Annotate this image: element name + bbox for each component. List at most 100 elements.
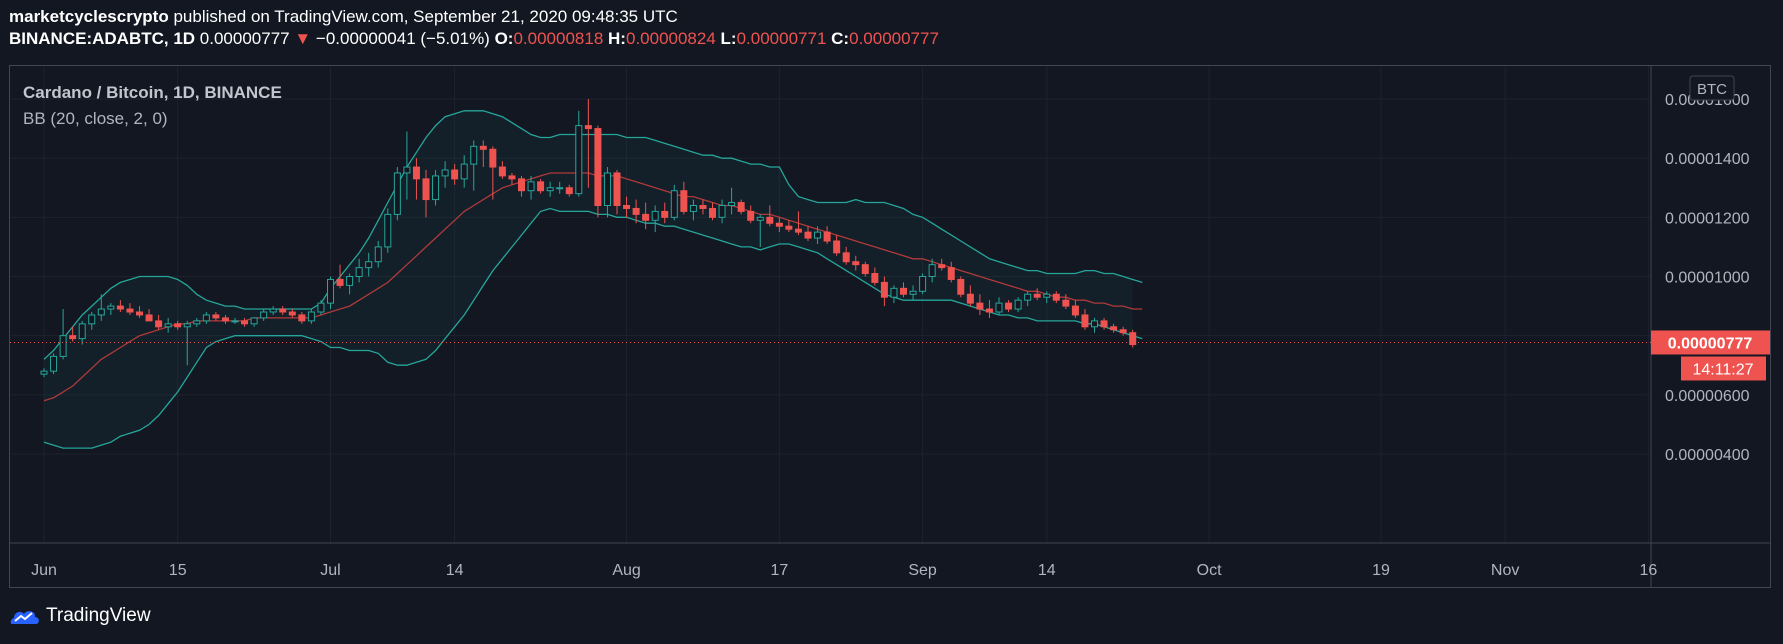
price-change: −0.00000041 (−5.01%) xyxy=(315,29,490,48)
candle-body xyxy=(327,278,334,304)
candle-body xyxy=(50,355,58,372)
candle-body xyxy=(613,172,621,206)
candle-body xyxy=(670,190,678,218)
candle xyxy=(890,285,898,304)
candle-body xyxy=(556,187,564,190)
candle xyxy=(269,306,277,315)
candle-body xyxy=(288,311,296,316)
candle xyxy=(613,170,621,215)
candle-body xyxy=(164,323,172,328)
candle-body xyxy=(880,281,888,298)
x-tick-label: 16 xyxy=(1640,562,1658,579)
candle-body xyxy=(336,278,344,286)
candle-body xyxy=(317,302,325,313)
candle xyxy=(976,294,984,315)
candle-body xyxy=(1052,293,1060,301)
candle xyxy=(947,261,955,283)
candle-body xyxy=(1014,299,1022,310)
candle xyxy=(642,202,650,230)
high-value: 0.00000824 xyxy=(625,29,716,48)
candle xyxy=(78,320,86,345)
candle-body xyxy=(451,169,459,180)
candle-body xyxy=(718,205,726,218)
candle-body xyxy=(1062,299,1070,307)
publish-line: marketcyclescrypto published on TradingV… xyxy=(9,6,939,28)
candle-body xyxy=(241,320,249,325)
candle xyxy=(241,317,249,327)
x-tick-label: Jul xyxy=(320,562,340,579)
candle-body xyxy=(460,163,468,180)
candle xyxy=(842,246,850,265)
candle-body xyxy=(384,213,392,248)
candle-body xyxy=(1005,302,1013,310)
candle-body xyxy=(1129,332,1137,346)
x-tick-label: Oct xyxy=(1197,562,1222,579)
candle xyxy=(298,312,306,324)
candle-body xyxy=(814,231,822,239)
candle xyxy=(623,196,631,218)
candle-body xyxy=(498,166,506,177)
candle xyxy=(909,285,917,301)
indicator-label[interactable]: BB (20, close, 2, 0) xyxy=(23,109,168,128)
symbol-label[interactable]: BINANCE:ADABTC, 1D xyxy=(9,29,196,48)
publish-info: published on TradingView.com, September … xyxy=(173,7,678,26)
y-tick-label: 0.00000600 xyxy=(1665,388,1750,405)
brand-name[interactable]: TradingView xyxy=(46,605,151,626)
candle xyxy=(603,167,611,218)
candle xyxy=(346,273,354,295)
candle-body xyxy=(603,172,611,206)
candle xyxy=(403,131,411,200)
candle xyxy=(871,267,879,286)
candle xyxy=(661,202,669,224)
candle-body xyxy=(1119,329,1127,334)
candle-body xyxy=(623,205,631,209)
candle-body xyxy=(107,305,115,310)
candle xyxy=(957,276,965,298)
candle-body xyxy=(546,187,554,192)
candle xyxy=(527,175,535,200)
candle-body xyxy=(565,187,573,195)
chart-frame[interactable] xyxy=(9,65,1771,588)
candle-body xyxy=(995,302,1003,313)
candle-body xyxy=(575,125,583,195)
candle xyxy=(995,297,1003,315)
candle xyxy=(651,205,659,233)
y-tick-label: 0.00001400 xyxy=(1665,151,1750,168)
candle xyxy=(1033,288,1041,301)
candle xyxy=(1100,317,1108,330)
candle-body xyxy=(136,311,143,316)
ohlc-line: BINANCE:ADABTC, 1D 0.00000777 ▼ −0.00000… xyxy=(9,28,939,50)
candle-body xyxy=(709,207,716,218)
candle-body xyxy=(680,190,688,212)
candle-body xyxy=(966,293,974,304)
candle-body xyxy=(842,252,850,263)
candle-body xyxy=(183,323,191,328)
candle xyxy=(40,368,48,378)
candle-body xyxy=(279,308,287,313)
author-name[interactable]: marketcyclescrypto xyxy=(9,7,169,26)
candle-body xyxy=(250,317,258,325)
unit-label: BTC xyxy=(1697,81,1727,98)
candle-body xyxy=(126,308,134,313)
candle-body xyxy=(642,213,650,221)
candle-body xyxy=(976,302,984,310)
candle-body xyxy=(747,210,755,221)
candle-body xyxy=(1091,320,1098,328)
candle-body xyxy=(794,228,802,233)
low-label: L: xyxy=(720,29,737,48)
candle-body xyxy=(1043,293,1051,298)
candle-body xyxy=(221,317,229,322)
candle-body xyxy=(900,287,907,295)
candle xyxy=(393,167,401,221)
candle xyxy=(985,300,993,318)
candle-body xyxy=(947,267,955,280)
x-tick-label: 14 xyxy=(446,562,464,579)
candle xyxy=(709,202,716,221)
candle xyxy=(814,226,822,244)
candle xyxy=(508,172,516,185)
candle-body xyxy=(689,205,697,212)
chart-legend: Cardano / Bitcoin, 1D, BINANCE BB (20, c… xyxy=(23,80,282,132)
candle xyxy=(556,181,564,194)
candle xyxy=(288,309,296,318)
